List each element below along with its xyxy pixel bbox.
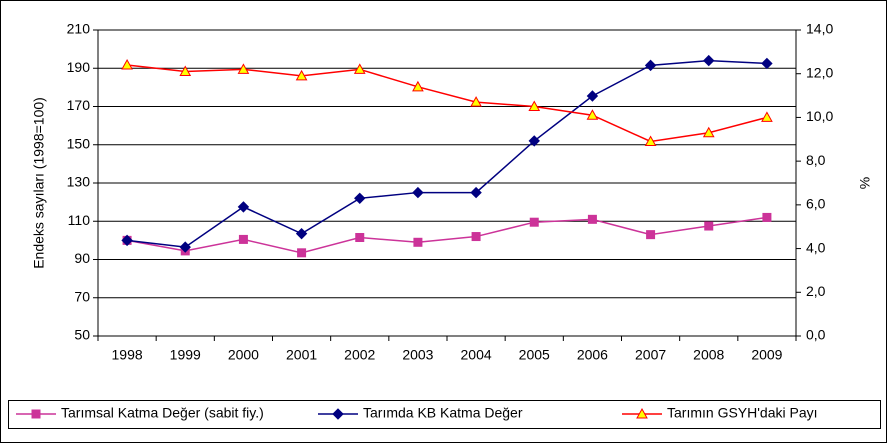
y-axis-title: Endeks sayıları (1998=100) <box>31 97 47 269</box>
data-point <box>355 233 365 243</box>
data-point <box>413 237 423 247</box>
data-point <box>353 63 366 74</box>
y2-tick-label: 2,0 <box>806 283 826 299</box>
data-point <box>703 54 715 67</box>
data-point <box>179 241 191 253</box>
data-point <box>412 186 424 199</box>
data-point <box>586 109 599 120</box>
x-tick-label: 1999 <box>170 347 201 363</box>
x-tick-label: 2006 <box>577 347 608 363</box>
data-point <box>238 234 248 244</box>
y-tick-label: 210 <box>67 21 91 37</box>
data-point <box>761 111 773 122</box>
data-point <box>121 234 133 247</box>
legend-label: Tarımda KB Katma Değer <box>363 405 523 421</box>
data-point <box>586 90 599 102</box>
y2-axis-title: % <box>857 177 873 189</box>
y2-tick-label: 14,0 <box>806 21 833 37</box>
data-point <box>528 135 540 147</box>
data-point <box>295 69 308 81</box>
y-tick-label: 190 <box>67 59 91 75</box>
data-point <box>702 126 715 138</box>
legend-marker <box>31 409 41 419</box>
data-point <box>295 227 308 240</box>
data-point <box>237 201 250 213</box>
data-point <box>704 221 714 231</box>
data-point <box>762 212 772 222</box>
data-point <box>471 232 481 242</box>
x-tick-label: 2000 <box>228 347 259 363</box>
x-tick-label: 1998 <box>112 347 143 363</box>
y-tick-label: 50 <box>74 327 90 343</box>
x-tick-label: 2005 <box>519 347 550 363</box>
y-tick-label: 170 <box>67 97 91 113</box>
y2-tick-label: 8,0 <box>806 152 826 168</box>
y-tick-label: 150 <box>67 135 91 151</box>
data-point <box>470 186 482 199</box>
legend-marker <box>636 407 648 419</box>
y2-tick-label: 10,0 <box>806 108 833 124</box>
y2-tick-label: 0,0 <box>806 327 826 343</box>
data-point <box>587 214 597 224</box>
data-point <box>179 65 192 77</box>
x-tick-label: 2008 <box>693 347 724 363</box>
data-point <box>354 192 366 205</box>
data-point <box>646 230 656 240</box>
data-point <box>529 217 539 227</box>
data-point <box>761 57 773 70</box>
y-tick-label: 90 <box>74 250 90 266</box>
y-tick-label: 110 <box>68 212 91 228</box>
y-tick-label: 130 <box>67 174 91 190</box>
x-tick-label: 2009 <box>751 347 782 363</box>
x-tick-label: 2001 <box>286 347 317 363</box>
x-tick-label: 2003 <box>402 347 433 363</box>
data-point <box>644 135 657 146</box>
x-tick-label: 2004 <box>461 347 492 363</box>
x-tick-label: 2002 <box>344 347 375 363</box>
y2-tick-label: 4,0 <box>806 239 826 255</box>
data-point <box>470 96 482 107</box>
y2-tick-label: 6,0 <box>806 196 826 212</box>
legend-marker <box>332 408 344 420</box>
data-point <box>121 58 133 70</box>
data-point <box>297 248 307 258</box>
series-line <box>126 59 767 248</box>
data-point <box>528 100 541 111</box>
data-point <box>412 80 424 92</box>
legend-box <box>8 400 881 429</box>
legend-label: Tarımın GSYH'daki Payı <box>667 405 818 421</box>
legend-label: Tarımsal Katma Değer (sabit fiy.) <box>61 405 264 421</box>
x-tick-label: 2007 <box>635 347 666 363</box>
series-line <box>126 64 768 143</box>
data-point <box>644 59 657 72</box>
y2-tick-label: 12,0 <box>806 64 833 80</box>
series-line <box>126 216 768 254</box>
y-tick-label: 70 <box>74 288 90 304</box>
data-point <box>237 63 250 74</box>
